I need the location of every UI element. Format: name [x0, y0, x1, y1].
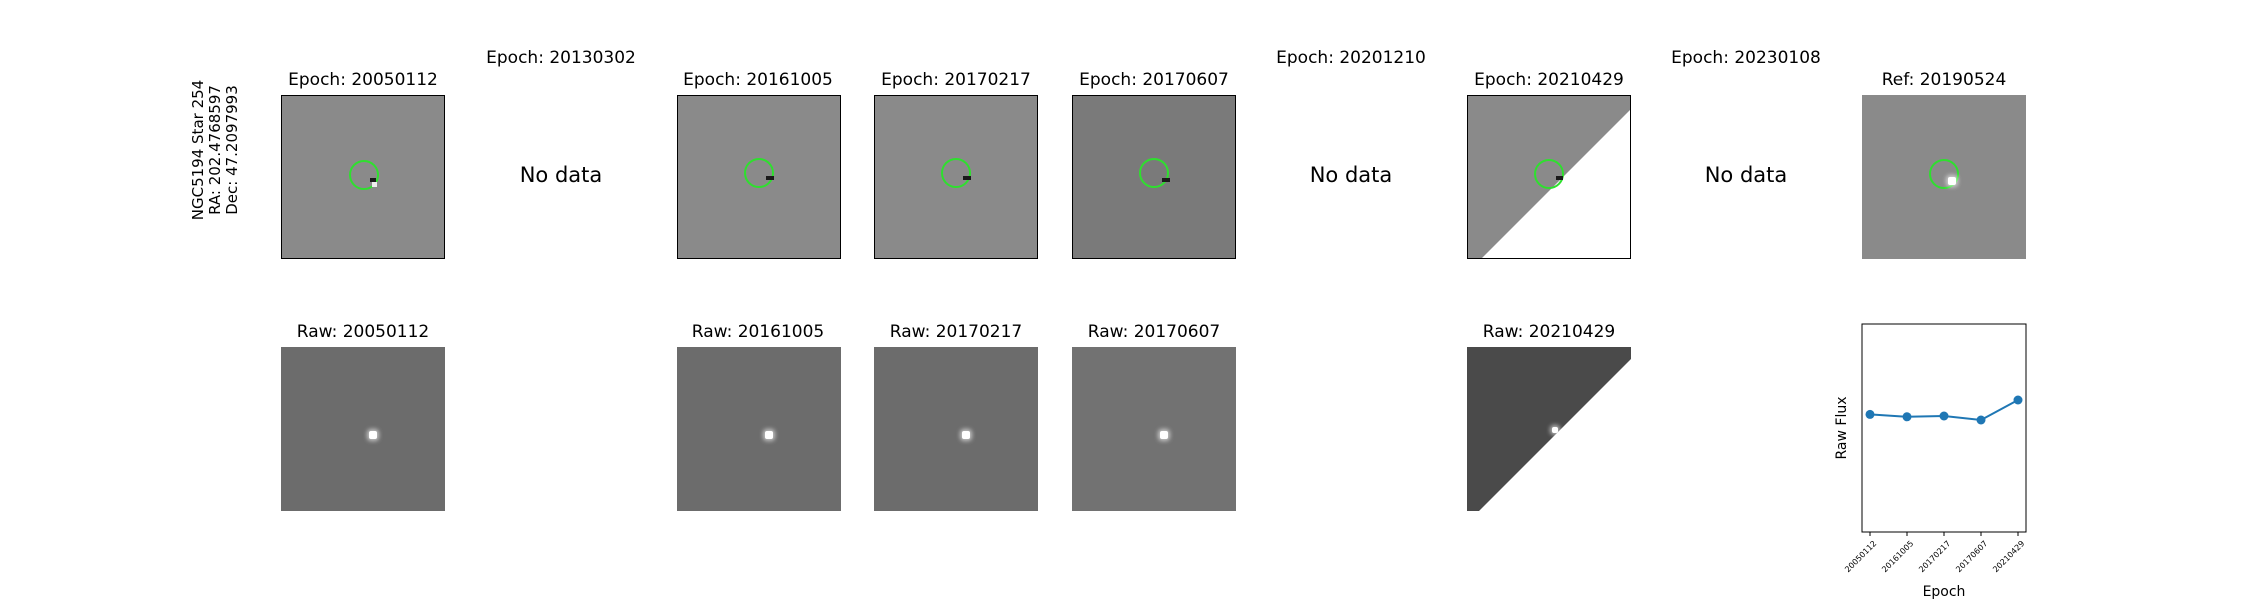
flux-point	[1940, 412, 1949, 421]
epoch-title-2: Epoch: 20130302	[431, 48, 691, 68]
diff-image-20050112	[281, 95, 445, 259]
epoch-title-5: Epoch: 20170607	[1024, 70, 1284, 90]
epoch-title-6: Epoch: 20201210	[1221, 48, 1481, 68]
chart-ticks: 20050112 20161005 20170217 20170607 20210429	[1843, 532, 2026, 574]
raw-image-20210429	[1467, 347, 1631, 511]
raw-image-20170217	[874, 347, 1038, 511]
no-data-20230108: No data	[1646, 163, 1846, 187]
target-circle	[941, 158, 971, 188]
flux-point	[1866, 410, 1875, 419]
star-source	[1552, 427, 1558, 433]
x-tick-label: 20161005	[1880, 539, 1915, 574]
star-source	[1160, 431, 1168, 439]
residual-dark	[1162, 178, 1170, 182]
flux-point	[2014, 396, 2023, 405]
ref-title: Ref: 20190524	[1814, 70, 2074, 90]
residual-dark	[766, 176, 774, 180]
x-axis-label: Epoch	[1923, 584, 1966, 600]
raw-flux-chart: 20050112 20161005 20170217 20170607 20210429…	[1830, 320, 2060, 600]
raw-image-20161005	[677, 347, 841, 511]
x-tick-label: 20210429	[1991, 539, 2026, 574]
target-circle	[744, 158, 774, 188]
residual-dark	[1556, 176, 1563, 180]
masked-region	[1467, 347, 1631, 511]
star-source	[369, 431, 377, 439]
diff-image-20210429	[1467, 95, 1631, 259]
diff-image-20161005	[677, 95, 841, 259]
target-circle	[1139, 158, 1169, 188]
y-axis-label: Raw Flux	[1834, 397, 1850, 460]
raw-title-1: Raw: 20050112	[233, 322, 493, 342]
flux-point	[1977, 416, 1986, 425]
epoch-title-7: Epoch: 20210429	[1419, 70, 1679, 90]
raw-title-7: Raw: 20210429	[1419, 322, 1679, 342]
x-tick-label: 20170217	[1917, 539, 1952, 574]
plot-frame	[1862, 324, 2026, 532]
raw-title-5: Raw: 20170607	[1024, 322, 1284, 342]
ra-label: RA: 202.4768597	[207, 50, 224, 250]
no-data-20201210: No data	[1251, 163, 1451, 187]
x-tick-label: 20170607	[1954, 539, 1989, 574]
raw-image-20170607	[1072, 347, 1236, 511]
star-name: NGC5194 Star 254	[190, 50, 207, 250]
residual-bright	[372, 182, 377, 187]
no-data-20130302: No data	[461, 163, 661, 187]
epoch-title-8: Epoch: 20230108	[1616, 48, 1876, 68]
ref-image-20190524	[1862, 95, 2026, 259]
diff-image-20170217	[874, 95, 1038, 259]
star-source	[1948, 177, 1956, 185]
raw-image-20050112	[281, 347, 445, 511]
chart-marks	[1866, 396, 2023, 425]
star-source	[765, 431, 773, 439]
residual-dark	[963, 176, 971, 180]
epoch-title-1: Epoch: 20050112	[233, 70, 493, 90]
x-tick-label: 20050112	[1843, 539, 1878, 574]
target-circle	[1534, 159, 1564, 189]
diff-image-20170607	[1072, 95, 1236, 259]
star-source	[962, 431, 970, 439]
flux-point	[1903, 412, 1912, 421]
